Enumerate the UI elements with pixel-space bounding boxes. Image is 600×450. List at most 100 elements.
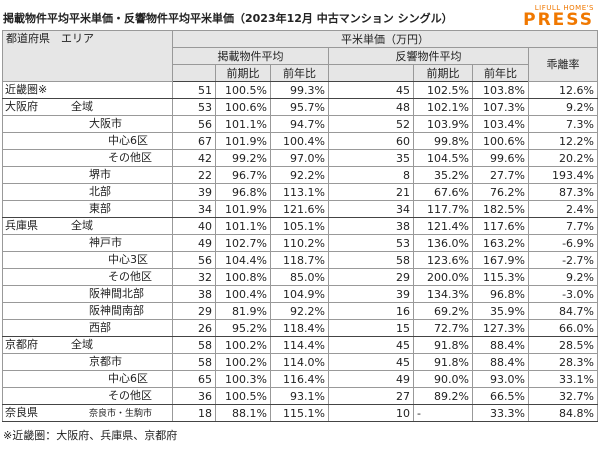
- area-cell: 東部: [2, 200, 173, 218]
- value-cell: 67: [172, 132, 216, 150]
- header-cell: 平米単価（万円）: [172, 30, 598, 48]
- value-cell: 7.7%: [528, 217, 598, 235]
- area-label: 全域: [71, 219, 93, 232]
- area-label: 奈良市・生駒市: [89, 409, 153, 419]
- value-cell: 96.8%: [215, 183, 271, 201]
- value-cell: 116.4%: [270, 370, 329, 388]
- value-cell: 100.5%: [215, 387, 271, 405]
- area-cell: 京都市: [2, 353, 173, 371]
- value-cell: 99.8%: [413, 132, 473, 150]
- data-row: 京都府 全域 58 100.2% 114.4% 45 91.8% 88.4% 28.5%: [2, 336, 598, 354]
- data-row: 神戸市 49 102.7% 110.2% 53 136.0% 163.2% -6.9%: [2, 234, 598, 252]
- value-cell: 58: [172, 353, 216, 371]
- title: 掲載物件平均平米単価・反響物件平均平米単価（2023年12月 中古マンション シ…: [3, 12, 453, 25]
- value-cell: 88.1%: [215, 404, 271, 422]
- value-cell: 182.5%: [472, 200, 529, 218]
- logo-text: PRESS: [523, 10, 594, 30]
- value-cell: 91.8%: [413, 353, 473, 371]
- value-cell: 102.5%: [413, 81, 473, 99]
- value-cell: 93.0%: [472, 370, 529, 388]
- area-cell: 奈良県 奈良市・生駒市: [2, 404, 173, 422]
- value-cell: 115.1%: [270, 404, 329, 422]
- area-label: 中心6区: [108, 372, 148, 385]
- value-cell: 29: [172, 302, 216, 320]
- value-cell: 28.5%: [528, 336, 598, 354]
- area-label: 近畿圏※: [5, 83, 48, 96]
- value-cell: 118.7%: [270, 251, 329, 269]
- data-row: その他区 42 99.2% 97.0% 35 104.5% 99.6% 20.2%: [2, 149, 598, 167]
- value-cell: 117.7%: [413, 200, 473, 218]
- value-cell: 81.9%: [215, 302, 271, 320]
- value-cell: 12.2%: [528, 132, 598, 150]
- header-cell: [172, 64, 216, 82]
- value-cell: 36: [172, 387, 216, 405]
- data-row: 阪神間南部 29 81.9% 92.2% 16 69.2% 35.9% 84.7%: [2, 302, 598, 320]
- value-cell: 95.7%: [270, 98, 329, 116]
- value-cell: 110.2%: [270, 234, 329, 252]
- value-cell: 104.9%: [270, 285, 329, 303]
- price-table: 都道府県 エリア 平米単価（万円） 掲載物件平均 反響物件平均 乖離率 前期比 …: [2, 30, 598, 422]
- value-cell: 40: [172, 217, 216, 235]
- value-cell: 39: [172, 183, 216, 201]
- value-cell: 97.0%: [270, 149, 329, 167]
- area-label: 堺市: [89, 168, 111, 181]
- value-cell: 115.3%: [472, 268, 529, 286]
- value-cell: 15: [328, 319, 414, 337]
- value-cell: 27: [328, 387, 414, 405]
- area-label: 全域: [71, 100, 93, 113]
- value-cell: 66.0%: [528, 319, 598, 337]
- area-label: 東部: [89, 202, 111, 215]
- value-cell: 18: [172, 404, 216, 422]
- value-cell: 96.7%: [215, 166, 271, 184]
- value-cell: 114.0%: [270, 353, 329, 371]
- header-cell: 前年比: [472, 64, 529, 82]
- area-label: 全域: [71, 338, 93, 351]
- data-row: その他区 36 100.5% 93.1% 27 89.2% 66.5% 32.7%: [2, 387, 598, 405]
- value-cell: 100.6%: [472, 132, 529, 150]
- value-cell: 69.2%: [413, 302, 473, 320]
- value-cell: 21: [328, 183, 414, 201]
- header-cell: 前期比: [413, 64, 473, 82]
- data-row: 大阪市 56 101.1% 94.7% 52 103.9% 103.4% 7.3%: [2, 115, 598, 133]
- data-row: 近畿圏※ 51 100.5% 99.3% 45 102.5% 103.8% 12.6%: [2, 81, 598, 99]
- value-cell: 100.4%: [270, 132, 329, 150]
- value-cell: 65: [172, 370, 216, 388]
- area-label: 西部: [89, 321, 111, 334]
- area-label: 京都市: [89, 355, 122, 368]
- value-cell: 100.2%: [215, 336, 271, 354]
- value-cell: 9.2%: [528, 268, 598, 286]
- value-cell: 200.0%: [413, 268, 473, 286]
- area-cell: 中心6区: [2, 132, 173, 150]
- value-cell: 34: [328, 200, 414, 218]
- value-cell: 121.4%: [413, 217, 473, 235]
- area-cell: 兵庫県 全域: [2, 217, 173, 235]
- value-cell: 102.1%: [413, 98, 473, 116]
- logo-text: LIFULL HOME'S: [534, 4, 594, 12]
- value-cell: 8: [328, 166, 414, 184]
- value-cell: 101.9%: [215, 200, 271, 218]
- value-cell: 163.2%: [472, 234, 529, 252]
- area-label: 北部: [89, 185, 111, 198]
- value-cell: 53: [172, 98, 216, 116]
- value-cell: 100.2%: [215, 353, 271, 371]
- value-cell: 84.8%: [528, 404, 598, 422]
- area-label: 大阪府: [5, 100, 38, 113]
- value-cell: 87.3%: [528, 183, 598, 201]
- area-cell: 神戸市: [2, 234, 173, 252]
- value-cell: 91.8%: [413, 336, 473, 354]
- value-cell: 88.4%: [472, 353, 529, 371]
- value-cell: 7.3%: [528, 115, 598, 133]
- value-cell: 38: [172, 285, 216, 303]
- header-row: 掲載物件平均 反響物件平均 乖離率: [3, 47, 598, 82]
- value-cell: 88.4%: [472, 336, 529, 354]
- value-cell: 103.8%: [472, 81, 529, 99]
- area-label: 大阪市: [89, 117, 122, 130]
- value-cell: 67.6%: [413, 183, 473, 201]
- header-cell: 乖離率: [528, 47, 598, 82]
- area-label: 奈良県: [5, 406, 38, 419]
- area-label: 阪神間南部: [89, 304, 144, 317]
- value-cell: 66.5%: [472, 387, 529, 405]
- value-cell: 90.0%: [413, 370, 473, 388]
- data-row: 中心6区 67 101.9% 100.4% 60 99.8% 100.6% 12.2%: [2, 132, 598, 150]
- value-cell: 22: [172, 166, 216, 184]
